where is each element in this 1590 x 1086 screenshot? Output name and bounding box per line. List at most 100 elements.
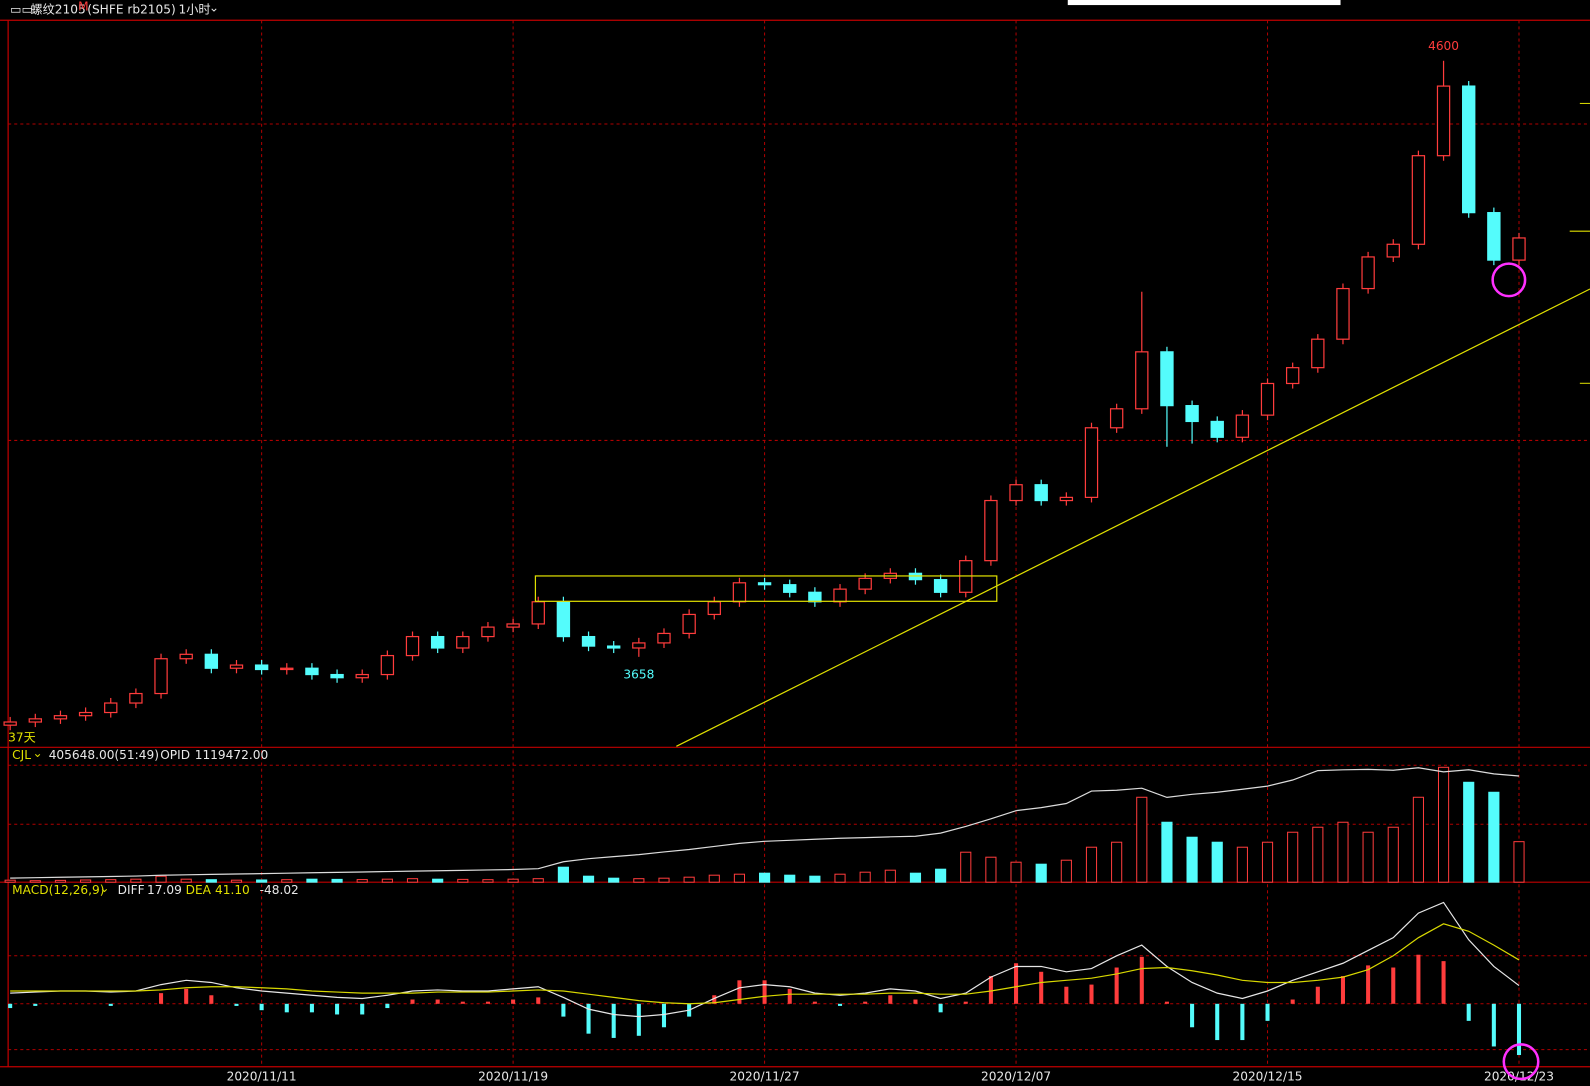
candle-body — [1084, 427, 1099, 498]
macd-bar — [636, 1003, 641, 1036]
candle-body — [405, 635, 420, 657]
candle-body — [757, 582, 772, 586]
volume-bar — [155, 875, 167, 883]
candle-body — [1260, 382, 1275, 416]
volume-bar — [608, 877, 620, 883]
macd-bar — [1014, 963, 1019, 1004]
highlight-circle — [1502, 1043, 1540, 1081]
dropdown-icon[interactable]: ⌄ — [32, 746, 42, 760]
macd-bar — [888, 995, 893, 1004]
volume-bar — [582, 875, 595, 883]
volume-bar — [960, 851, 972, 883]
macd-bar — [259, 1003, 264, 1011]
candle-body — [380, 654, 395, 676]
candle-body — [330, 673, 344, 679]
candle-body — [53, 715, 68, 720]
volume-bar — [859, 871, 871, 883]
volume-label[interactable]: CJL — [12, 748, 31, 762]
candle-body — [506, 623, 520, 628]
macd-bar — [1089, 984, 1094, 1004]
dropdown-icon[interactable]: ⌄ — [209, 1, 219, 15]
candle-body — [1386, 243, 1400, 258]
macd-bar — [335, 1003, 340, 1015]
period-selector[interactable]: 1小时 — [178, 3, 210, 17]
volume-bar — [331, 878, 343, 883]
candle-body — [1462, 85, 1476, 214]
candle-body — [984, 499, 998, 562]
volume-bar — [4, 879, 16, 883]
macd-bar — [309, 1003, 314, 1013]
volume-bar — [105, 879, 117, 883]
candle-body — [1285, 367, 1300, 385]
candle-body — [154, 658, 168, 695]
symbol-name[interactable]: 螺纹2105 — [30, 3, 85, 17]
grid: 2020/11/11 2020/11/19 2020/11/27 2020/12/07… — [8, 20, 1589, 1083]
opid-line — [10, 767, 1520, 879]
volume-bar — [1337, 821, 1349, 883]
overlay-strip — [1067, 0, 1341, 6]
volume-bar — [306, 878, 318, 883]
x-tick-label: 2020/12/15 — [1232, 1069, 1302, 1083]
candle-body — [657, 632, 671, 644]
macd-bar — [963, 1001, 968, 1004]
corner-note: 37天 — [8, 731, 36, 745]
macd-bar — [1491, 1003, 1496, 1047]
macd-bar — [209, 995, 214, 1004]
candle-body — [204, 653, 219, 669]
symbol-icon[interactable]: ▭▭ — [10, 3, 33, 17]
candle-body — [581, 635, 596, 647]
candle-body — [783, 584, 797, 593]
diff-line — [10, 901, 1520, 1018]
candle-body — [682, 613, 696, 635]
volume-bar — [281, 879, 293, 883]
macd-bar — [33, 1003, 38, 1006]
dropdown-icon[interactable]: ⌄ — [99, 881, 109, 895]
macd-bar — [536, 997, 541, 1004]
candle-body — [531, 601, 545, 625]
macd-bar — [485, 1001, 490, 1004]
candle-body — [1436, 85, 1451, 157]
volume-bar — [683, 876, 695, 883]
macd-bar — [410, 999, 415, 1004]
macd-bar — [108, 1003, 113, 1006]
volume-bar — [1287, 831, 1299, 883]
macd-label[interactable]: MACD(12,26,9) — [12, 883, 104, 897]
candle-body — [1135, 351, 1149, 410]
volume-bar — [1035, 863, 1047, 883]
macd-bar — [611, 1003, 616, 1038]
hist-readout: -48.02 — [260, 883, 299, 897]
volume-bar — [406, 878, 419, 883]
volume-bar — [1362, 831, 1374, 883]
candle-body — [229, 664, 244, 669]
macd-bar — [234, 1003, 239, 1006]
volume-bar — [1186, 836, 1198, 883]
macd-bar — [661, 1003, 667, 1028]
volume-bar — [130, 878, 142, 883]
volume-bar — [180, 878, 192, 883]
candle-body — [1210, 420, 1224, 438]
volume-bar — [507, 878, 519, 883]
macd-bar — [812, 1001, 817, 1004]
candle-body — [732, 582, 747, 603]
x-tick-label: 2020/12/23 — [1484, 1069, 1554, 1083]
candle-body — [808, 591, 822, 603]
volume-bar — [54, 879, 67, 883]
volume-bar — [633, 878, 645, 883]
macd-bar — [737, 980, 742, 1004]
macd-bar — [1139, 956, 1144, 1004]
volume-bar — [1412, 796, 1424, 883]
marks — [3, 60, 1526, 1056]
volume-bar — [1211, 841, 1223, 883]
macd-bar — [159, 993, 164, 1004]
volume-bar — [1060, 859, 1072, 883]
macd-bar — [1416, 954, 1421, 1004]
candle-body — [179, 653, 193, 660]
macd-bar — [511, 999, 516, 1004]
volume-bar — [432, 878, 444, 883]
macd-bar — [863, 1001, 868, 1004]
x-tick-label: 2020/11/19 — [478, 1069, 548, 1083]
candle-body — [1059, 496, 1074, 502]
volume-bar — [935, 868, 947, 883]
range-box — [534, 575, 998, 602]
dea-readout: 41.10 — [215, 883, 250, 897]
